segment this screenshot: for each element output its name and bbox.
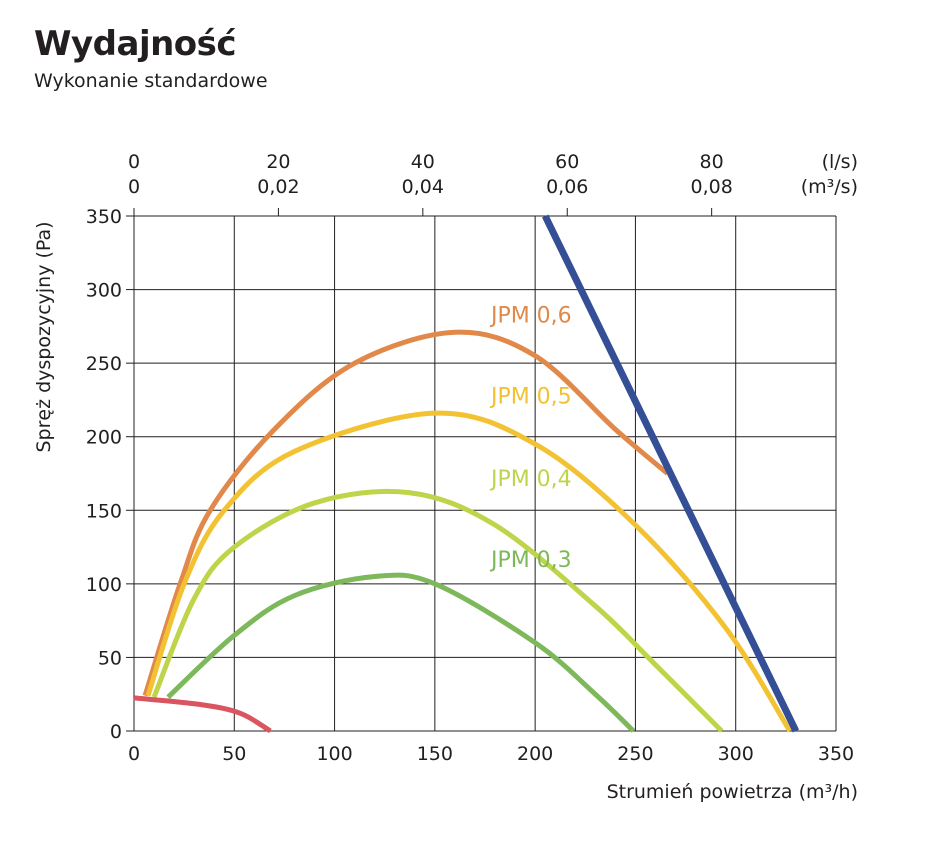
top-tick-label-m3s: 0,04 (402, 176, 444, 198)
top-tick-label-ls: 20 (266, 151, 290, 173)
top-tick-label-ls: 0 (128, 151, 140, 173)
y-tick-label: 250 (86, 353, 122, 375)
x-tick-label: 0 (128, 743, 140, 765)
series-line-2 (151, 488, 724, 733)
top-unit-ls: (l/s) (822, 151, 858, 173)
top-tick-label-m3s: 0,08 (690, 176, 732, 198)
top-tick-label-m3s: 0 (128, 176, 140, 198)
top-tick-label-ls: 40 (411, 151, 435, 173)
chart-subtitle: Wykonanie standardowe (34, 70, 268, 92)
x-tick-label: 300 (718, 743, 754, 765)
y-tick-label: 150 (86, 500, 122, 522)
top-unit-m3s: (m³/s) (801, 176, 858, 198)
series-line-0 (142, 329, 670, 697)
y-axis-label: Spręż dyspozycyjny (Pa) (33, 221, 55, 452)
series-line-3 (166, 572, 636, 733)
top-tick-label-m3s: 0,06 (546, 176, 588, 198)
series-label: JPM 0,4 (489, 467, 572, 492)
y-tick-label: 100 (86, 574, 122, 596)
y-tick-label: 300 (86, 280, 122, 302)
x-tick-label: 50 (222, 743, 246, 765)
series-label: JPM 0,6 (489, 304, 572, 329)
series-line-4 (133, 695, 272, 734)
x-tick-label: 150 (417, 743, 453, 765)
x-tick-label: 350 (818, 743, 854, 765)
y-tick-label: 50 (98, 647, 122, 669)
top-tick-label-ls: 60 (555, 151, 579, 173)
chart-title: Wydajność (34, 24, 237, 64)
top-tick-label-ls: 80 (700, 151, 724, 173)
y-tick-label: 350 (86, 206, 122, 228)
x-axis-label: Strumień powietrza (m³/h) (607, 781, 858, 803)
series-line-5 (542, 214, 800, 733)
y-tick-label: 0 (110, 721, 122, 743)
series-line-1 (145, 410, 792, 733)
y-tick-label: 200 (86, 427, 122, 449)
series-label: JPM 0,3 (489, 548, 572, 573)
series-label: JPM 0,5 (489, 385, 572, 410)
x-tick-label: 200 (517, 743, 553, 765)
top-tick-label-m3s: 0,02 (257, 176, 299, 198)
x-tick-label: 100 (316, 743, 352, 765)
x-tick-label: 250 (617, 743, 653, 765)
